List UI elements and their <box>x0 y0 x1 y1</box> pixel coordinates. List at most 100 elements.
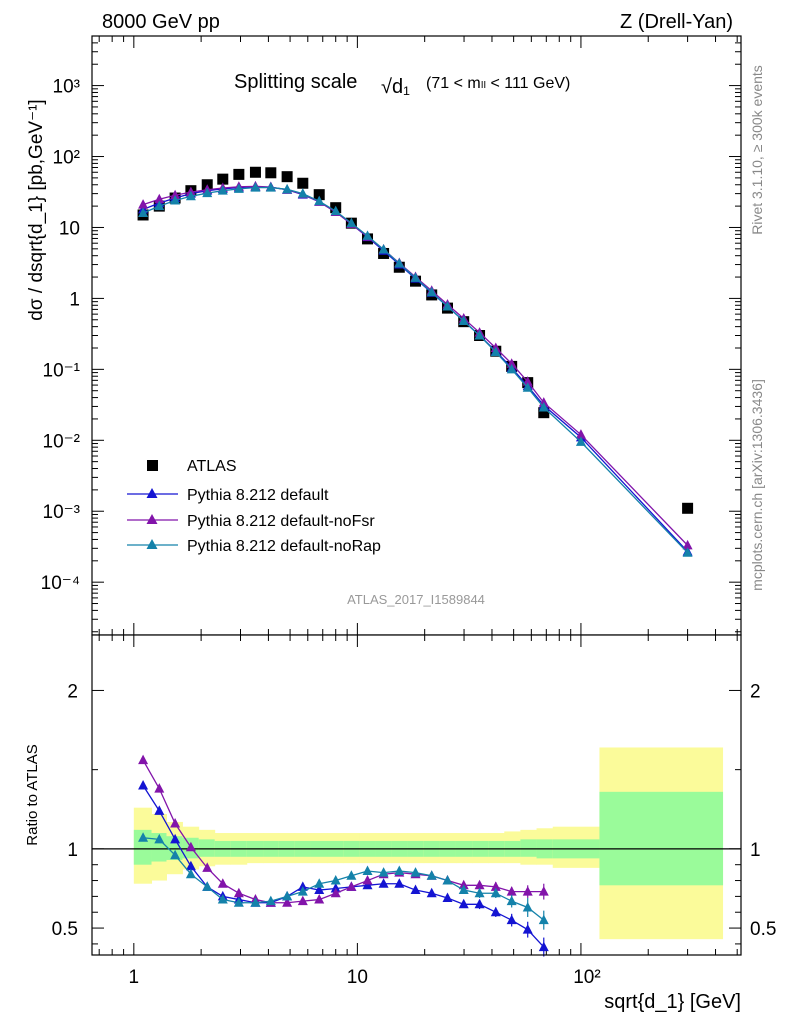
main-series <box>137 166 694 557</box>
ratio-point <box>330 887 341 898</box>
data-point <box>378 243 389 254</box>
legend-label-atlas: ATLAS <box>187 458 237 475</box>
ratio-ticks <box>92 635 741 955</box>
ratio-point <box>138 779 149 790</box>
legend-marker-default <box>146 488 158 498</box>
ratio-point <box>330 882 341 893</box>
data-point <box>138 207 149 217</box>
ratio-point <box>170 833 181 844</box>
ratio-ytick-label-right-0.5: 0.5 <box>750 919 776 940</box>
data-point <box>538 401 549 412</box>
ratio-point <box>297 881 308 891</box>
data-point <box>538 407 550 419</box>
ratio-point <box>202 862 213 872</box>
band-green <box>599 791 724 886</box>
ratio-point <box>138 754 149 765</box>
ratio-series-Pythia 8.212 default-noRap <box>138 832 549 930</box>
data-point <box>233 183 244 193</box>
ratio-ytick-label-0.5: 0.5 <box>52 919 78 940</box>
data-point <box>154 193 165 204</box>
ratio-point <box>490 881 501 891</box>
ratio-point <box>426 870 437 880</box>
ratio-point <box>282 890 293 901</box>
data-point <box>330 205 341 216</box>
main-y-tick-labels: 10⁻⁴ 10⁻³ 10⁻² 10⁻¹ 1 10 10² 10³ <box>41 77 80 595</box>
ratio-point <box>330 875 341 885</box>
band-green <box>520 839 538 857</box>
ratio-point <box>522 886 533 896</box>
ratio-point <box>346 881 357 891</box>
main-ytick-label: 10² <box>53 148 80 169</box>
ratio-point <box>522 924 533 934</box>
data-point <box>202 187 213 198</box>
ratio-point <box>233 897 244 907</box>
data-point <box>154 200 165 211</box>
ratio-point <box>265 895 276 906</box>
legend-label-norap: Pythia 8.212 default-noRap <box>187 538 381 555</box>
ratio-point <box>314 884 325 895</box>
data-point <box>522 376 533 386</box>
data-point <box>297 177 309 189</box>
header-right: Z (Drell-Yan) <box>620 11 733 33</box>
data-point <box>410 272 421 282</box>
data-point <box>313 189 325 201</box>
ratio-point <box>297 886 308 896</box>
data-point <box>682 502 694 514</box>
data-point <box>506 363 517 374</box>
ratio-ytick-label-2: 2 <box>67 681 78 702</box>
ratio-point <box>458 879 469 890</box>
legend-marker-nofsr <box>146 514 158 524</box>
ratio-point <box>474 879 485 890</box>
legend: ATLAS Pythia 8.212 default Pythia 8.212 … <box>127 458 381 555</box>
ratio-point <box>314 878 325 888</box>
ratio-point <box>458 884 469 895</box>
main-ticks <box>92 35 741 635</box>
data-point <box>233 168 245 180</box>
ratio-point <box>138 832 149 842</box>
legend-label-default: Pythia 8.212 default <box>187 487 329 504</box>
data-point <box>426 286 437 297</box>
ratio-point <box>217 894 228 904</box>
legend-label-nofsr: Pythia 8.212 default-noFsr <box>187 513 375 530</box>
ratio-point <box>490 887 501 898</box>
chart-title: Splitting scale <box>234 71 357 93</box>
header-left: 8000 GeV pp <box>102 11 220 33</box>
ratio-point <box>185 841 196 852</box>
ratio-point <box>154 783 165 793</box>
data-point <box>249 166 261 178</box>
ratio-point <box>426 887 437 898</box>
data-point <box>217 185 228 195</box>
data-point <box>138 199 149 209</box>
ratio-point <box>394 878 405 888</box>
ratio-frame <box>91 634 742 956</box>
ratio-point <box>538 914 549 925</box>
main-ytick-label: 10⁻² <box>43 431 81 452</box>
data-point <box>265 167 277 179</box>
xtick-label-1: 1 <box>129 967 140 988</box>
data-point <box>682 539 693 550</box>
x-axis-label: sqrt{d_1} [GeV] <box>604 991 741 1013</box>
data-point <box>490 346 501 357</box>
series-line <box>142 186 689 554</box>
data-point <box>170 194 181 205</box>
series-Pythia 8.212 default-noRap <box>138 182 693 557</box>
ratio-point <box>154 805 165 815</box>
ratio-point <box>522 901 533 912</box>
data-point <box>682 547 693 557</box>
main-ytick-label: 10⁻³ <box>43 502 81 523</box>
data-point <box>185 190 196 201</box>
ratio-point <box>202 881 213 891</box>
ratio-point <box>394 865 405 876</box>
legend-entry-default: Pythia 8.212 default <box>127 487 329 504</box>
data-point <box>506 358 517 368</box>
ratio-point <box>362 865 373 876</box>
data-point <box>362 230 373 240</box>
ratio-panel: 0.5 1 2 0.5 1 2 1 10 10² Ratio to ATLAS … <box>24 634 776 1013</box>
chart-title-symbol: √d₁ <box>381 76 410 98</box>
ratio-point <box>217 878 228 888</box>
ratio-point <box>346 870 357 880</box>
rivet-label: Rivet 3.1.10, ≥ 300k events <box>749 65 765 235</box>
data-point <box>522 382 533 392</box>
data-point <box>170 189 181 200</box>
main-y-label: dσ / dsqrt{d_1} [pb,GeV⁻¹] <box>26 99 47 320</box>
